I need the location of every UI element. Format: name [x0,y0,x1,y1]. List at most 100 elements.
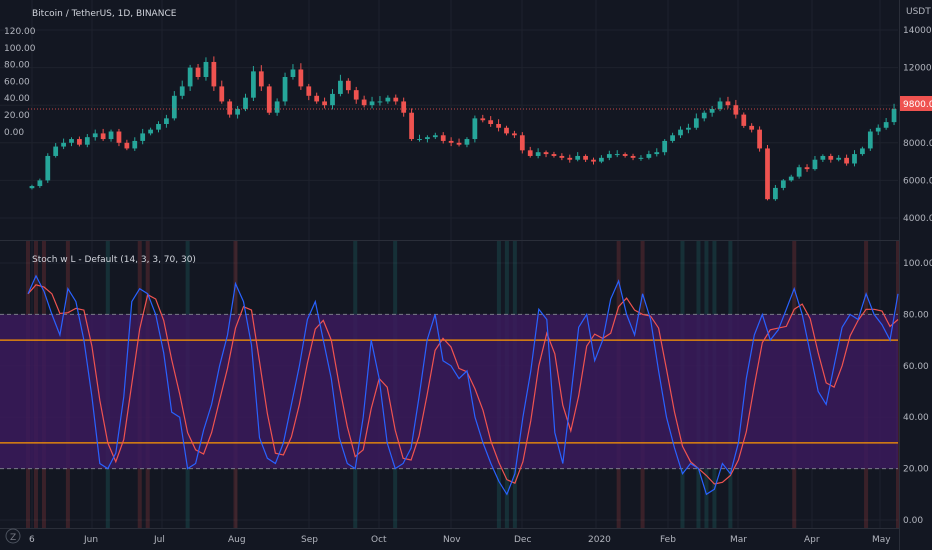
tradingview-logo[interactable]: Z [5,528,21,544]
candle-body [330,93,335,106]
candle-body [567,157,573,160]
stoch-axis-label: 20.00 [903,465,929,475]
stoch-d-line[interactable] [27,284,899,485]
candle-body [559,155,565,158]
candle-body [535,152,541,156]
stoch-axis-label: 0.00 [903,516,923,526]
price-axis-label: 12000.00 [903,64,932,74]
time-axis-label: 6 [29,535,35,545]
candle-body [583,155,588,160]
candle-body [116,131,122,143]
candle-body [306,86,312,96]
candle-body [274,101,280,113]
indicator-title[interactable]: Stoch w L - Default (14, 3, 3, 70, 30) [32,255,196,265]
candle-body [211,61,217,87]
candle-body [338,80,343,94]
candle-body [417,139,422,141]
candle-body [314,95,320,102]
candle-body [187,67,193,87]
candle-body [670,135,675,141]
candle-body [108,131,114,140]
candle-body [780,180,786,188]
candle-body [235,108,240,115]
candle-body [717,101,723,109]
candle-body [456,142,462,145]
candle-body [290,69,296,77]
candle-body [432,135,438,138]
time-axis-label: Apr [804,535,820,545]
candle-body [488,120,494,124]
stoch-k-line[interactable] [27,274,899,496]
stoch-axis-label: 60.00 [903,362,929,372]
candle-body [551,154,557,156]
candle-body [504,127,509,134]
candle-body [472,118,478,140]
candle-body [883,122,889,128]
candle-body [251,71,256,98]
left-axis-label: 60.00 [4,77,30,87]
left-axis-label: 80.00 [4,61,30,71]
candle-body [393,97,399,102]
candle-body [440,135,446,141]
stoch-axis-label: 80.00 [903,310,929,320]
candle-body [891,108,897,123]
candle-body [622,154,628,156]
last-price-value: 9800.00 [903,100,932,110]
time-axis-label: Feb [660,535,676,545]
candle-body [61,142,66,147]
candle-body [709,108,715,113]
candle-body [678,129,683,136]
left-axis-label: 120.00 [4,27,36,37]
candle-body [686,127,691,130]
candle-body [195,67,201,77]
candle-body [464,139,470,145]
candle-body [852,154,857,164]
candle-body [100,133,106,140]
candle-body [860,148,865,155]
left-axis-label: 100.00 [4,44,36,54]
candle-body [844,157,849,164]
candle-body [812,159,818,170]
candle-body [148,129,153,134]
candle-body [543,152,549,155]
symbol-title: Bitcoin / TetherUS, 1D, BINANCE [32,9,177,19]
candle-body [773,187,778,200]
candle-body [741,114,747,126]
candle-body [448,140,454,143]
candle-body [820,155,826,160]
candle-body [527,150,533,156]
candle-body [757,129,762,149]
candle-body [796,167,802,177]
candle-body [701,112,707,119]
candlestick-series[interactable] [28,56,898,201]
time-axis-label: 2020 [588,535,611,545]
stochastic-pane[interactable] [0,274,899,496]
price-axis-label: 8000.00 [903,139,932,149]
candle-body [788,176,794,181]
candle-body [377,101,383,103]
candle-body [84,137,90,145]
candle-body [243,97,248,109]
candle-body [875,127,881,132]
candle-body [599,157,604,162]
candle-body [77,139,82,145]
candle-body [725,101,731,106]
candle-body [575,155,581,160]
candle-body [591,159,596,162]
candle-body [37,180,43,187]
left-axis-label: 0.00 [4,128,24,138]
candle-body [219,86,225,102]
last-price-tag: 9800.00 [900,96,932,111]
band-fill [0,314,898,469]
candle-body [45,155,51,181]
time-axis-label: Nov [443,535,461,545]
candle-body [733,105,739,115]
candle-body [409,112,414,140]
candle-body [282,77,288,102]
candle-body [401,101,407,113]
stoch-axis-label: 40.00 [903,413,929,423]
candle-body [804,167,810,170]
candle-body [867,131,873,149]
candle-body [353,90,359,100]
